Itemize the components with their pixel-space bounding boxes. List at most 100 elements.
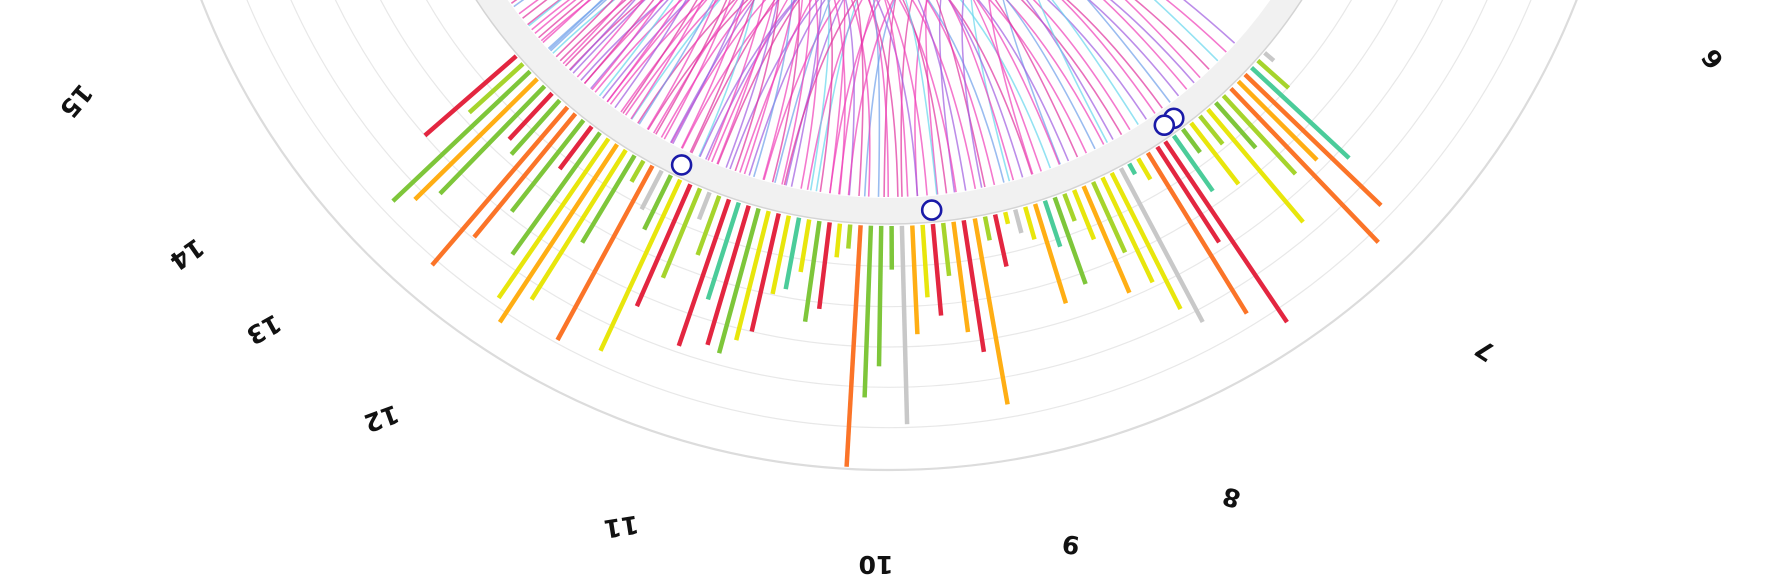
chromosome-label-14: 14 — [164, 232, 209, 276]
histogram-bar — [716, 207, 761, 354]
histogram-bar — [1136, 157, 1153, 181]
link-arc — [646, 0, 717, 130]
histogram-bar — [509, 98, 562, 156]
histogram-bar — [972, 218, 1010, 405]
link-arc — [783, 0, 1210, 186]
histogram-bar — [496, 137, 611, 300]
link-arc — [614, 0, 687, 109]
link-arc — [698, 0, 755, 157]
histogram-bar — [1127, 162, 1138, 176]
histogram-bar — [1256, 58, 1291, 90]
link-arc — [914, 0, 1188, 197]
chromosome-label-9: 9 — [1060, 529, 1081, 560]
link-arc — [510, 0, 780, 172]
histogram-bar — [1243, 72, 1383, 208]
link-arc — [534, 0, 765, 161]
link-arc — [829, 0, 1156, 194]
histogram-bar — [992, 214, 1009, 267]
histogram-bar — [802, 220, 822, 323]
chromosome-label-11: 11 — [602, 509, 641, 543]
histogram-bar — [1013, 209, 1024, 234]
marker-circle — [920, 199, 943, 221]
histogram-bar — [1072, 189, 1097, 241]
histogram-bar — [1249, 65, 1351, 160]
chromosome-label-13: 13 — [241, 308, 285, 350]
histogram-bar — [1221, 94, 1298, 176]
histogram-bar — [940, 222, 952, 277]
link-arc — [883, 0, 986, 198]
histogram-bar — [1236, 79, 1319, 162]
link-arc — [538, 0, 728, 135]
histogram-bar — [920, 224, 930, 298]
histogram-bar — [910, 225, 920, 335]
grid-ring — [334, 0, 1444, 348]
histogram-bar — [1198, 114, 1225, 146]
histogram-bar — [1118, 167, 1205, 324]
link-arc — [528, 0, 674, 97]
grid-ring — [426, 0, 1352, 267]
histogram-bar — [555, 164, 655, 342]
histogram-bar — [705, 201, 741, 301]
histogram-bar — [834, 223, 843, 258]
histogram-bar — [423, 54, 518, 138]
link-arc — [564, 0, 755, 153]
chromosome-label-15: 15 — [54, 78, 99, 123]
histogram-bar — [798, 219, 812, 273]
histogram-bar — [676, 198, 732, 347]
outer-ring — [200, 0, 1578, 471]
link-arc — [522, 0, 698, 114]
histogram-bar — [749, 212, 781, 333]
link-arc — [609, 0, 1088, 154]
histogram-bar — [1023, 206, 1037, 241]
histogram-bar — [1206, 107, 1305, 224]
link-arc — [729, 0, 1180, 170]
link-arc — [988, 0, 1201, 175]
position-markers — [670, 107, 1185, 221]
link-arc — [663, 0, 731, 140]
chromosome-label-6: 6 — [1696, 43, 1730, 74]
histogram-bar — [391, 69, 532, 203]
histogram-bar — [497, 143, 619, 324]
link-arc — [602, 0, 855, 196]
histogram-bar — [509, 118, 586, 213]
histogram-bar — [413, 77, 539, 202]
histogram-bar — [1062, 193, 1077, 222]
chromosome-label-12: 12 — [360, 399, 403, 438]
link-arc — [669, 0, 823, 187]
histogram-bar — [846, 224, 853, 249]
link-arc — [630, 0, 704, 120]
histogram-bar — [930, 223, 944, 316]
link-arc — [572, 0, 779, 168]
histogram-bar — [1091, 180, 1128, 254]
ideogram-band — [476, 0, 1302, 224]
histogram-bar — [734, 210, 771, 341]
link-arc — [620, 0, 804, 180]
histogram-bar — [862, 225, 874, 398]
link-arc — [961, 0, 1236, 188]
histogram-bar — [660, 187, 703, 279]
link-arc — [518, 0, 819, 189]
link-arc — [606, 0, 681, 103]
link-arc — [580, 0, 1147, 120]
link-arc — [847, 0, 1227, 196]
histogram-bar — [876, 225, 884, 367]
histogram-bar — [695, 195, 722, 256]
grid-ring — [380, 0, 1398, 308]
link-arc — [547, 0, 793, 178]
link-arc — [863, 0, 1096, 197]
histogram-bar — [557, 125, 594, 171]
histogram-bar — [816, 222, 832, 310]
histogram-bar — [438, 84, 547, 196]
link-arc — [1037, 0, 1219, 143]
link-arc — [559, 0, 833, 193]
chromosome-labels: 6 7 8 9 10 11 12 13 14 15 — [54, 43, 1730, 579]
histogram-bar — [472, 112, 578, 239]
chromosome-label-7: 7 — [1470, 333, 1500, 367]
histogram-bar — [783, 217, 802, 290]
histogram-bar — [580, 154, 637, 244]
histogram-bar — [1109, 171, 1183, 311]
ideogram-outer-edge — [475, 0, 1303, 225]
link-arc — [653, 0, 795, 175]
histogram-bar — [899, 225, 910, 425]
